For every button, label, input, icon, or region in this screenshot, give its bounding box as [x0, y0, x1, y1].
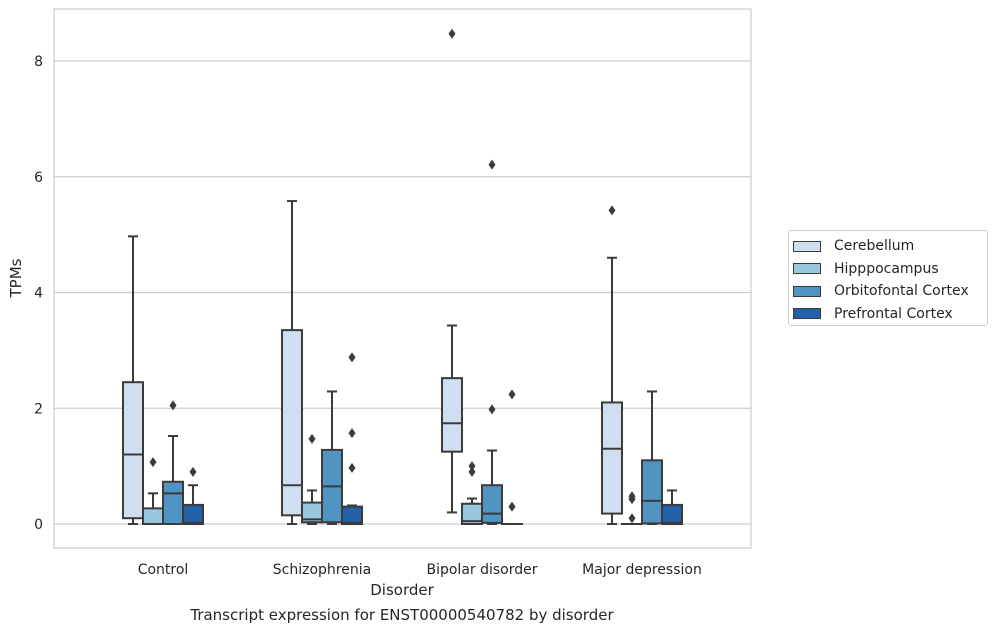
- chart-caption: Transcript expression for ENST0000054078…: [190, 606, 614, 624]
- series-hipppocampus: [142, 433, 643, 526]
- legend-item: Prefrontal Cortex: [789, 303, 987, 326]
- box: [122, 381, 144, 520]
- outlier-point: [169, 400, 177, 411]
- legend-item: Hipppocampus: [789, 258, 987, 281]
- x-tick-labels: Control Schizophrenia Bipolar disorder Majo…: [138, 562, 702, 578]
- box: [162, 480, 184, 525]
- legend-item: Cerebellum: [789, 235, 987, 258]
- outlier-point: [448, 28, 456, 39]
- box: [182, 503, 204, 525]
- outlier-point: [608, 205, 616, 216]
- x-tick-label: Major depression: [582, 562, 702, 578]
- box: [481, 484, 503, 524]
- y-tick-label: 0: [34, 517, 43, 533]
- legend-swatch: [793, 263, 821, 275]
- box: [142, 507, 164, 525]
- legend: Cerebellum Hipppocampus Orbitofontal Corte…: [788, 230, 988, 326]
- outlier-point: [468, 466, 476, 477]
- legend-label: Hipppocampus: [834, 260, 939, 277]
- outlier-point: [488, 159, 496, 170]
- outlier-point: [628, 491, 636, 502]
- legend-label: Prefrontal Cortex: [834, 305, 953, 322]
- y-tick-label: 2: [34, 401, 43, 417]
- legend-swatch: [793, 285, 821, 297]
- y-tick-label: 6: [34, 170, 43, 186]
- y-tick-labels: 0 2 4 6 8: [34, 54, 43, 533]
- legend-label: Cerebellum: [834, 238, 915, 255]
- x-tick-label: Schizophrenia: [273, 562, 371, 578]
- outlier-point: [468, 461, 476, 472]
- box: [601, 401, 623, 515]
- box: [341, 505, 363, 526]
- outlier-point: [348, 352, 356, 363]
- outlier-point: [508, 501, 516, 512]
- outlier-point: [189, 466, 197, 477]
- box-series: [122, 28, 683, 526]
- x-tick-label: Bipolar disorder: [426, 562, 537, 578]
- outlier-point: [348, 428, 356, 439]
- legend-item: Orbitofontal Cortex: [789, 280, 987, 303]
- y-tick-label: 8: [34, 54, 43, 70]
- outlier-point: [149, 457, 157, 468]
- box: [281, 329, 303, 517]
- legend-swatch: [793, 308, 821, 320]
- outlier-point: [628, 513, 636, 524]
- legend-swatch: [793, 240, 821, 252]
- box: [661, 503, 683, 525]
- x-axis-label: Disorder: [370, 581, 434, 599]
- x-tick-label: Control: [138, 562, 189, 578]
- y-tick-label: 4: [34, 286, 43, 302]
- outlier-point: [508, 389, 516, 400]
- series-prefrontal-cortex: [182, 352, 683, 526]
- box: [441, 377, 463, 453]
- series-cerebellum: [122, 28, 623, 525]
- y-axis-label: TPMs: [7, 258, 25, 298]
- outlier-point: [348, 462, 356, 473]
- box: [641, 459, 663, 525]
- plot-area: [53, 8, 752, 549]
- legend-label: Orbitofontal Cortex: [834, 283, 969, 300]
- series-orbitofontal-cortex: [162, 159, 663, 525]
- outlier-point: [308, 433, 316, 444]
- outlier-point: [488, 404, 496, 415]
